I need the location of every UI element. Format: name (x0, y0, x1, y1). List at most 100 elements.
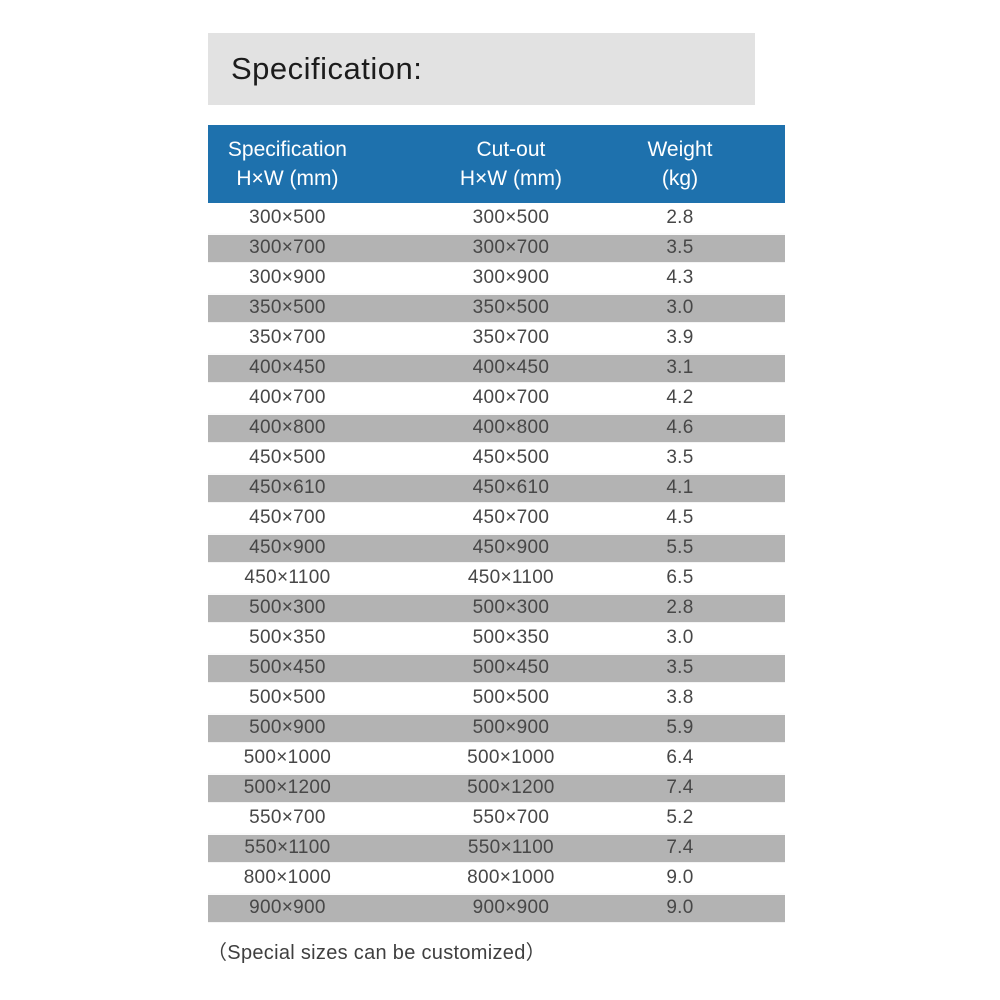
table-cell: 800×1000 (243, 867, 332, 888)
column-header-line2: H×W (mm) (236, 167, 339, 190)
page-title: Specification: (231, 51, 423, 86)
table-cell: 4.2 (666, 387, 694, 408)
table-row: 300×700 300×700 3.5 (208, 233, 785, 263)
table-cell: 350×700 (249, 327, 326, 348)
column-header-line1: Cut-out (476, 138, 546, 161)
table-cell: 500×500 (249, 687, 326, 708)
table-cell: 4.5 (666, 507, 694, 528)
table-row: 500×1000 500×1000 6.4 (208, 743, 785, 773)
table-row: 400×450 400×450 3.1 (208, 353, 785, 383)
footer-note: （Special sizes can be customized） (207, 942, 546, 964)
table-row: 550×700 550×700 5.2 (208, 803, 785, 833)
table-cell: 500×1000 (243, 747, 332, 768)
table-header: Specification H×W (mm) Cut-out H×W (mm) Weig… (208, 125, 785, 203)
table-cell: 2.8 (666, 597, 694, 618)
table-cell: 500×900 (472, 717, 550, 738)
table-cell: 500×300 (472, 597, 550, 618)
table-cell: 450×1100 (244, 567, 331, 588)
table-cell: 300×500 (472, 207, 550, 228)
table-row: 350×500 350×500 3.0 (208, 293, 785, 323)
table-row: 350×700 350×700 3.9 (208, 323, 785, 353)
table-row: 500×350 500×350 3.0 (208, 623, 785, 653)
table-row: 450×500 450×500 3.5 (208, 443, 785, 473)
table-row: 500×300 500×300 2.8 (208, 593, 785, 623)
table-cell: 5.2 (666, 807, 694, 828)
table-cell: 400×450 (472, 357, 550, 378)
table-cell: 450×1100 (467, 567, 554, 588)
column-header-line2: H×W (mm) (459, 167, 562, 190)
table-row: 450×900 450×900 5.5 (208, 533, 785, 563)
column-header: Specification H×W (mm) (208, 135, 387, 193)
table-cell: 300×700 (472, 237, 550, 258)
table-cell: 500×1000 (467, 747, 555, 768)
table-cell: 450×700 (249, 507, 326, 528)
table-cell: 3.0 (666, 627, 694, 648)
spec-table: Specification H×W (mm) Cut-out H×W (mm) Weig… (208, 125, 785, 923)
table-cell: 5.5 (666, 537, 694, 558)
table-cell: 550×700 (472, 807, 550, 828)
table-cell: 400×450 (249, 357, 326, 378)
table-cell: 300×900 (249, 267, 326, 288)
table-cell: 500×1200 (243, 777, 332, 798)
table-cell: 350×700 (472, 327, 550, 348)
table-cell: 400×800 (472, 417, 550, 438)
table-cell: 550×1100 (244, 837, 331, 858)
table-row: 300×900 300×900 4.3 (208, 263, 785, 293)
table-cell: 900×900 (472, 897, 550, 918)
table-cell: 450×500 (472, 447, 550, 468)
table-cell: 7.4 (666, 777, 694, 798)
column-header: Weight (kg) (635, 135, 785, 193)
table-cell: 800×1000 (467, 867, 555, 888)
table-row: 550×1100 550×1100 7.4 (208, 833, 785, 863)
table-cell: 500×300 (249, 597, 326, 618)
table-cell: 2.8 (666, 207, 694, 228)
column-header-line1: Specification (227, 138, 347, 161)
table-cell: 400×700 (249, 387, 326, 408)
table-cell: 450×900 (472, 537, 550, 558)
table-cell: 3.0 (666, 297, 694, 318)
table-cell: 500×900 (249, 717, 326, 738)
table-row: 900×900 900×900 9.0 (208, 893, 785, 923)
table-body: 300×500 300×500 2.8 300×700 300×700 3.5 300×90… (208, 203, 785, 923)
table-cell: 400×800 (249, 417, 326, 438)
table-cell: 4.6 (666, 417, 694, 438)
table-cell: 500×500 (472, 687, 550, 708)
table-row: 300×500 300×500 2.8 (208, 203, 785, 233)
table-cell: 3.5 (666, 657, 694, 678)
table-cell: 300×700 (249, 237, 326, 258)
table-cell: 450×500 (249, 447, 326, 468)
table-row: 800×1000 800×1000 9.0 (208, 863, 785, 893)
table-cell: 500×450 (249, 657, 326, 678)
table-row: 450×610 450×610 4.1 (208, 473, 785, 503)
table-cell: 550×1100 (467, 837, 554, 858)
table-row: 450×700 450×700 4.5 (208, 503, 785, 533)
table-cell: 450×900 (249, 537, 326, 558)
table-cell: 300×900 (472, 267, 550, 288)
table-row: 400×700 400×700 4.2 (208, 383, 785, 413)
table-cell: 500×350 (472, 627, 550, 648)
table-cell: 3.9 (666, 327, 694, 348)
table-cell: 3.5 (666, 447, 694, 468)
table-row: 500×1200 500×1200 7.4 (208, 773, 785, 803)
table-row: 500×500 500×500 3.8 (208, 683, 785, 713)
table-cell: 3.5 (666, 237, 694, 258)
table-row: 500×900 500×900 5.9 (208, 713, 785, 743)
table-cell: 500×350 (249, 627, 326, 648)
table-cell: 350×500 (249, 297, 326, 318)
table-cell: 500×450 (472, 657, 550, 678)
table-cell: 3.8 (666, 687, 694, 708)
table-cell: 300×500 (249, 207, 326, 228)
table-cell: 350×500 (472, 297, 550, 318)
table-cell: 450×610 (249, 477, 326, 498)
table-cell: 6.4 (666, 747, 694, 768)
table-row: 400×800 400×800 4.6 (208, 413, 785, 443)
column-header: Cut-out H×W (mm) (387, 135, 635, 193)
table-cell: 450×700 (472, 507, 550, 528)
table-row: 450×1100 450×1100 6.5 (208, 563, 785, 593)
column-header-line2: (kg) (661, 167, 699, 190)
title-banner: Specification: (208, 33, 755, 105)
table-cell: 550×700 (249, 807, 326, 828)
table-row: 500×450 500×450 3.5 (208, 653, 785, 683)
table-cell: 4.1 (666, 477, 694, 498)
